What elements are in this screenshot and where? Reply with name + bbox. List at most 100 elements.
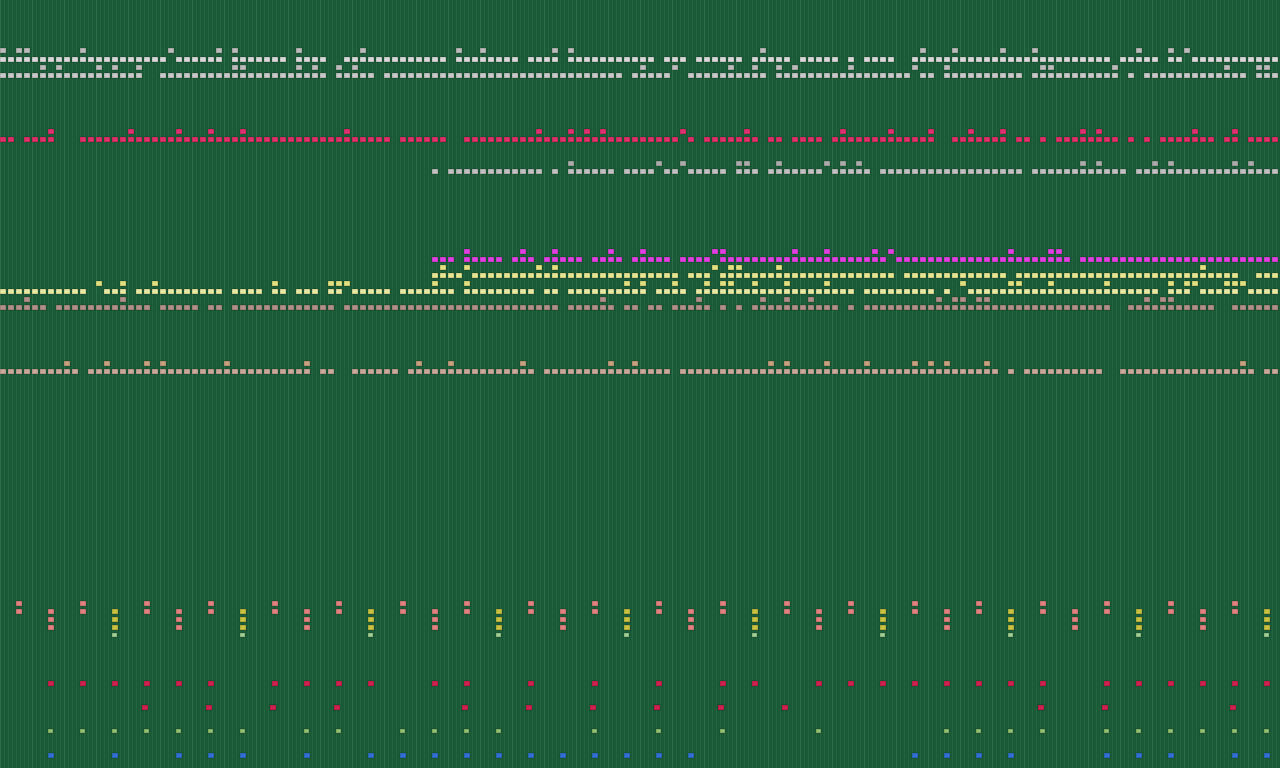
note[interactable] [599,272,607,279]
note[interactable] [591,288,599,295]
note[interactable] [551,368,559,375]
note[interactable] [1143,256,1151,263]
note[interactable] [407,304,415,311]
note[interactable] [207,136,215,143]
note[interactable] [367,368,375,375]
note[interactable] [351,368,359,375]
note[interactable] [461,704,469,711]
note[interactable] [1199,272,1207,279]
note[interactable] [999,72,1007,79]
note[interactable] [1111,72,1119,79]
note[interactable] [927,368,935,375]
note[interactable] [327,136,335,143]
note[interactable] [983,168,991,175]
note[interactable] [903,368,911,375]
note[interactable] [927,72,935,79]
note[interactable] [1023,288,1031,295]
note[interactable] [735,160,743,167]
note[interactable] [655,288,663,295]
note[interactable] [79,304,87,311]
note[interactable] [735,136,743,143]
note[interactable] [239,72,247,79]
note[interactable] [911,304,919,311]
note[interactable] [951,56,959,63]
note[interactable] [1103,72,1111,79]
note[interactable] [551,264,559,271]
note[interactable] [1023,56,1031,63]
note[interactable] [983,368,991,375]
note[interactable] [303,360,311,367]
note[interactable] [783,272,791,279]
note[interactable] [1231,272,1239,279]
note[interactable] [295,288,303,295]
note[interactable] [559,624,567,631]
note[interactable] [1095,272,1103,279]
note[interactable] [119,296,127,303]
note[interactable] [1263,728,1270,734]
note[interactable] [255,368,263,375]
note[interactable] [1199,608,1207,615]
note[interactable] [959,56,967,63]
note[interactable] [983,288,991,295]
note[interactable] [559,608,567,615]
note[interactable] [783,304,791,311]
note[interactable] [815,616,823,623]
note[interactable] [231,368,239,375]
note[interactable] [791,136,799,143]
note[interactable] [967,136,975,143]
note[interactable] [1007,288,1015,295]
note[interactable] [639,256,647,263]
note[interactable] [687,256,695,263]
note[interactable] [63,360,71,367]
note[interactable] [223,72,231,79]
note[interactable] [271,288,279,295]
note[interactable] [695,256,703,263]
note[interactable] [295,136,303,143]
note[interactable] [1239,72,1247,79]
note[interactable] [591,752,599,759]
note[interactable] [503,272,511,279]
note[interactable] [959,256,967,263]
note[interactable] [631,168,639,175]
note[interactable] [367,680,375,687]
note[interactable] [399,600,407,607]
note[interactable] [1103,728,1110,734]
note[interactable] [1015,56,1023,63]
note[interactable] [463,368,471,375]
note[interactable] [135,368,143,375]
note[interactable] [975,272,983,279]
note[interactable] [639,288,647,295]
note[interactable] [759,304,767,311]
note[interactable] [767,272,775,279]
note[interactable] [759,368,767,375]
note[interactable] [623,304,631,311]
note[interactable] [1255,136,1263,143]
note[interactable] [1087,168,1095,175]
note[interactable] [655,368,663,375]
note[interactable] [919,136,927,143]
note[interactable] [1263,680,1271,687]
note[interactable] [487,368,495,375]
note[interactable] [631,136,639,143]
note[interactable] [1167,288,1175,295]
note[interactable] [1047,56,1055,63]
note[interactable] [279,368,287,375]
note[interactable] [1023,272,1031,279]
note[interactable] [455,368,463,375]
note[interactable] [815,288,823,295]
note[interactable] [1135,368,1143,375]
note[interactable] [807,296,815,303]
note[interactable] [199,288,207,295]
note[interactable] [663,272,671,279]
note[interactable] [783,72,791,79]
note[interactable] [1247,288,1255,295]
note[interactable] [1047,64,1055,71]
note[interactable] [383,136,391,143]
note[interactable] [143,728,150,734]
note[interactable] [783,256,791,263]
note[interactable] [751,304,759,311]
note[interactable] [1167,608,1175,615]
note[interactable] [623,288,631,295]
note[interactable] [7,136,15,143]
note[interactable] [207,728,214,734]
